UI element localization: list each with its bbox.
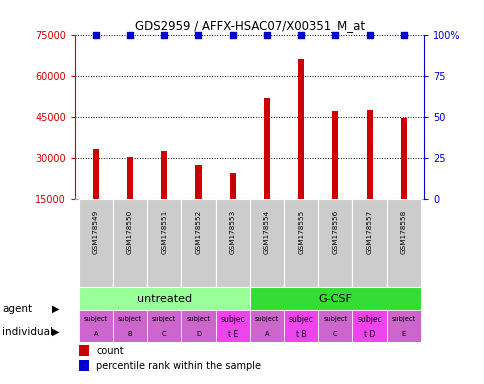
Text: GSM178553: GSM178553 (229, 210, 235, 254)
Text: subject: subject (186, 316, 210, 322)
Bar (249, 199, 284, 287)
Text: agent: agent (2, 304, 32, 314)
Bar (195, 165, 201, 241)
Bar (215, 310, 249, 342)
Text: A: A (93, 331, 98, 337)
Bar (263, 98, 270, 241)
Text: A: A (264, 331, 269, 337)
Title: GDS2959 / AFFX-HSAC07/X00351_M_at: GDS2959 / AFFX-HSAC07/X00351_M_at (135, 19, 364, 32)
Point (262, 31, 270, 38)
Text: D: D (196, 331, 200, 337)
Point (365, 31, 373, 38)
Bar (318, 310, 352, 342)
Bar (284, 310, 318, 342)
Bar (147, 310, 181, 342)
Bar (249, 287, 420, 310)
Text: subject: subject (118, 316, 142, 322)
Point (160, 31, 168, 38)
Text: GSM178557: GSM178557 (366, 210, 372, 254)
Text: C: C (162, 331, 166, 337)
Text: t E: t E (227, 330, 237, 339)
Text: ▶: ▶ (52, 304, 60, 314)
Text: untreated: untreated (136, 294, 191, 304)
Bar (78, 345, 89, 356)
Text: subject: subject (254, 316, 278, 322)
Text: ▶: ▶ (52, 327, 60, 337)
Point (331, 31, 338, 38)
Text: GSM178558: GSM178558 (400, 210, 406, 254)
Text: GSM178550: GSM178550 (127, 210, 133, 254)
Text: count: count (96, 346, 123, 356)
Bar (78, 361, 89, 371)
Bar (78, 199, 113, 287)
Bar (127, 157, 133, 241)
Bar (113, 310, 147, 342)
Bar (229, 173, 235, 241)
Bar (400, 118, 406, 241)
Bar (249, 310, 284, 342)
Bar (181, 310, 215, 342)
Bar (147, 199, 181, 287)
Point (399, 31, 407, 38)
Text: t D: t D (363, 330, 375, 339)
Bar (332, 111, 338, 241)
Bar (318, 199, 352, 287)
Point (297, 31, 304, 38)
Text: E: E (401, 331, 405, 337)
Text: B: B (127, 331, 132, 337)
Text: subject: subject (323, 316, 347, 322)
Bar (352, 310, 386, 342)
Text: GSM178552: GSM178552 (195, 210, 201, 254)
Text: GSM178554: GSM178554 (263, 210, 269, 254)
Point (194, 31, 202, 38)
Bar (78, 310, 113, 342)
Text: subject: subject (83, 316, 107, 322)
Text: subject: subject (391, 316, 415, 322)
Bar (298, 59, 303, 241)
Bar (386, 199, 420, 287)
Text: individual: individual (2, 327, 53, 337)
Bar (78, 287, 249, 310)
Bar (181, 199, 215, 287)
Text: subjec: subjec (220, 315, 244, 324)
Bar (161, 151, 167, 241)
Point (228, 31, 236, 38)
Text: subject: subject (152, 316, 176, 322)
Text: subjec: subjec (357, 315, 381, 324)
Bar (113, 199, 147, 287)
Text: G-CSF: G-CSF (318, 294, 351, 304)
Text: GSM178556: GSM178556 (332, 210, 338, 254)
Point (126, 31, 134, 38)
Text: GSM178551: GSM178551 (161, 210, 167, 254)
Point (91, 31, 99, 38)
Text: t B: t B (295, 330, 306, 339)
Text: GSM178549: GSM178549 (92, 210, 99, 254)
Bar (92, 149, 99, 241)
Text: subjec: subjec (288, 315, 313, 324)
Bar (386, 310, 420, 342)
Bar (284, 199, 318, 287)
Text: percentile rank within the sample: percentile rank within the sample (96, 361, 260, 371)
Bar (215, 199, 249, 287)
Text: GSM178555: GSM178555 (298, 210, 303, 254)
Bar (352, 199, 386, 287)
Bar (366, 110, 372, 241)
Text: C: C (333, 331, 337, 337)
